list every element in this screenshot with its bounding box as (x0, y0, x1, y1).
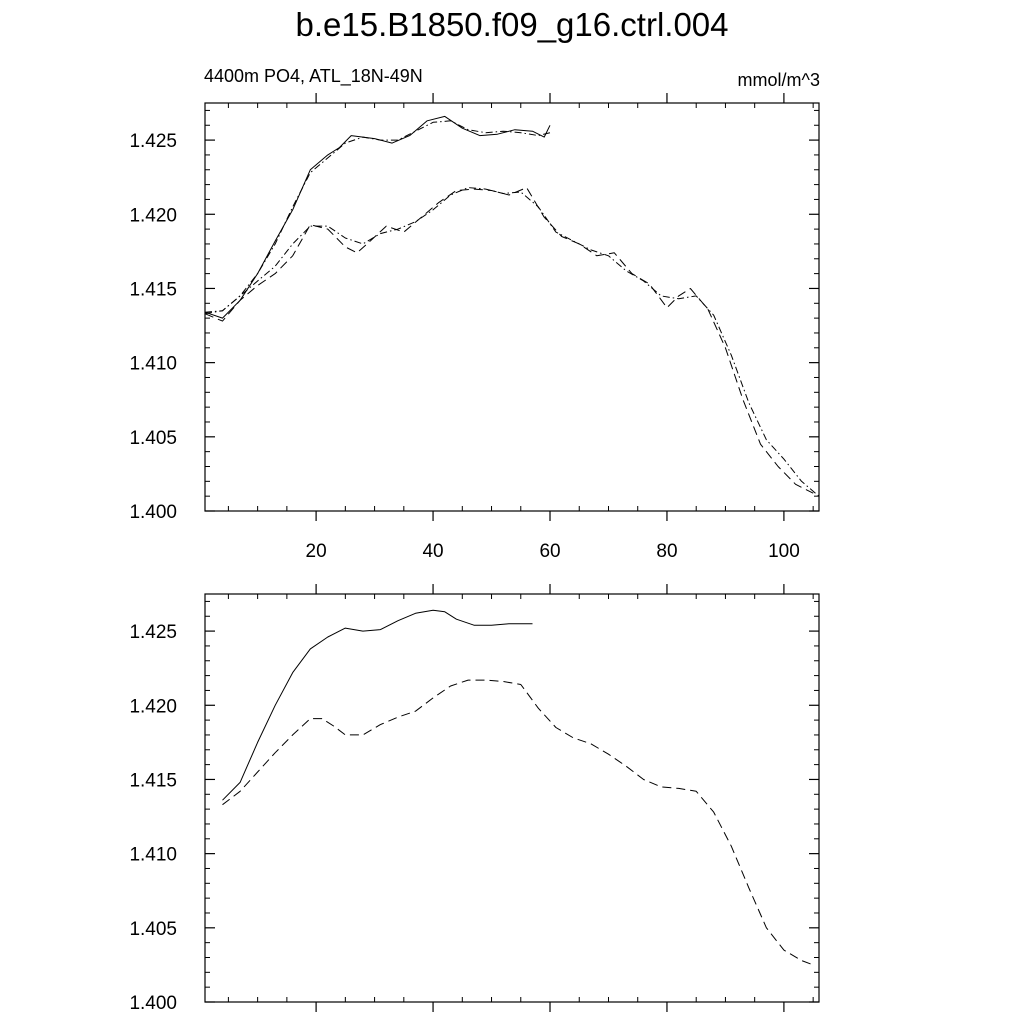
top-x-tick-label: 60 (539, 541, 560, 562)
chart-subtitle-left: 4400m PO4, ATL_18N-49N (204, 66, 423, 86)
bottom-y-tick-label: 1.400 (129, 993, 177, 1014)
top-x-tick-label: 100 (768, 541, 800, 562)
top-x-tick-label: 20 (306, 541, 327, 562)
top-x-tick-label: 80 (656, 541, 677, 562)
chart-title: b.e15.B1850.f09_g16.ctrl.004 (295, 6, 729, 43)
bottom-series-line-1 (222, 609, 533, 801)
top-series-line-2 (204, 120, 551, 313)
bottom-y-tick-label: 1.410 (129, 845, 177, 866)
chart-units-label: mmol/m^3 (737, 70, 820, 90)
bottom-y-tick-label: 1.420 (129, 696, 177, 717)
bottom-y-tick-label: 1.415 (129, 770, 177, 791)
top-series-line-1 (204, 115, 551, 319)
bottom-plot-frame (204, 593, 820, 1003)
top-series-line-4 (204, 187, 820, 497)
bottom-series-line-2 (222, 679, 814, 966)
top-y-tick-label: 1.410 (129, 354, 177, 375)
top-x-tick-label: 40 (422, 541, 443, 562)
top-plot-frame (204, 102, 820, 512)
top-y-tick-label: 1.420 (129, 205, 177, 226)
top-y-tick-label: 1.400 (129, 502, 177, 523)
bottom-y-tick-label: 1.425 (129, 622, 177, 643)
top-y-tick-label: 1.425 (129, 131, 177, 152)
top-y-tick-label: 1.415 (129, 279, 177, 300)
top-y-tick-label: 1.405 (129, 428, 177, 449)
bottom-y-tick-label: 1.405 (129, 919, 177, 940)
top-series-line-3 (204, 187, 814, 494)
